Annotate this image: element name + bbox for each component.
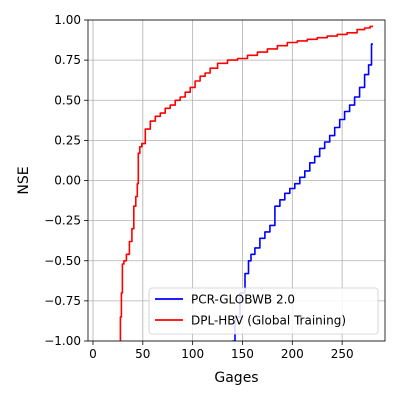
- legend-box: [148, 287, 379, 335]
- y-tick-label: 0.50: [54, 93, 81, 107]
- x-tick-label: 150: [231, 347, 254, 361]
- series-line-dpl-hbv: [119, 25, 373, 341]
- y-tick-label: 0.75: [54, 53, 81, 67]
- legend-label-pcr: PCR-GLOBWB 2.0: [191, 293, 295, 307]
- y-tick-label: −0.25: [44, 214, 81, 228]
- tick-layer: 0 50 100 150 200 250 −1.00 −0.75 −0.50 −0.25 0.00 0…: [44, 13, 353, 361]
- y-tick-label: −0.50: [44, 254, 81, 268]
- y-tick-label: 1.00: [54, 13, 81, 27]
- y-tick-label: 0.25: [54, 133, 81, 147]
- x-axis-label: Gages: [214, 370, 258, 386]
- x-tick-label: 100: [181, 347, 204, 361]
- y-tick-label: −1.00: [44, 334, 81, 348]
- x-tick-label: 200: [281, 347, 304, 361]
- x-tick-label: 50: [135, 347, 150, 361]
- y-tick-label: −0.75: [44, 294, 81, 308]
- series-line-pcr-globwb: [232, 43, 373, 341]
- x-tick-label: 250: [331, 347, 354, 361]
- x-tick-label: 0: [89, 347, 97, 361]
- legend: PCR-GLOBWB 2.0 DPL-HBV (Global Training): [148, 287, 379, 335]
- legend-label-dpl: DPL-HBV (Global Training): [191, 314, 346, 328]
- series-layer: [119, 25, 373, 341]
- y-tick-label: 0.00: [54, 174, 81, 188]
- y-axis-label: NSE: [16, 166, 32, 194]
